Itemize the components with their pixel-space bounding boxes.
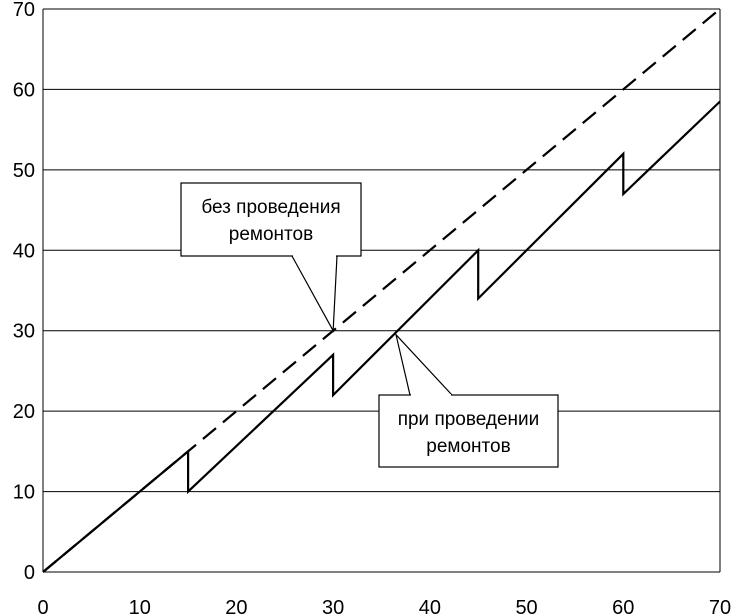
series-line-2 (42, 100, 721, 573)
callout-pointer-1 (290, 255, 338, 333)
y-tick-label-70: 70 (13, 0, 35, 21)
series-layer (42, 8, 721, 573)
x-tick-label-10: 10 (129, 597, 151, 616)
x-tick-label-20: 20 (225, 597, 247, 616)
callout-text-1-1: без проведения (201, 197, 340, 218)
y-tick-label-40: 40 (13, 240, 35, 262)
y-tick-label-0: 0 (24, 562, 35, 584)
callout-box-1 (180, 182, 362, 257)
x-tick-label-0: 0 (37, 597, 48, 616)
y-tick-label-60: 60 (13, 79, 35, 101)
y-tick-label-30: 30 (13, 321, 35, 343)
y-tick-label-20: 20 (13, 401, 35, 423)
x-tick-label-70: 70 (709, 597, 731, 616)
callout-layer: без проведения ремонтов при проведении ремо… (180, 182, 559, 468)
x-tick-label-50: 50 (515, 597, 537, 616)
grid-layer (43, 8, 720, 493)
callout-text-1-2: ремонтов (229, 224, 313, 245)
callout-text-2-1: при проведении (398, 409, 540, 430)
x-tick-label-40: 40 (419, 597, 441, 616)
callout-box-2 (378, 394, 559, 468)
callout-text-2-2: ремонтов (426, 436, 510, 457)
y-tick-label-10: 10 (13, 482, 35, 504)
x-tick-label-60: 60 (612, 597, 634, 616)
label-layer: 0 10 20 30 40 50 60 70 0 10 20 30 40 50 60 70 (13, 0, 731, 616)
x-tick-label-30: 30 (322, 597, 344, 616)
callout-pointer-2 (394, 332, 454, 396)
y-tick-label-50: 50 (13, 160, 35, 182)
